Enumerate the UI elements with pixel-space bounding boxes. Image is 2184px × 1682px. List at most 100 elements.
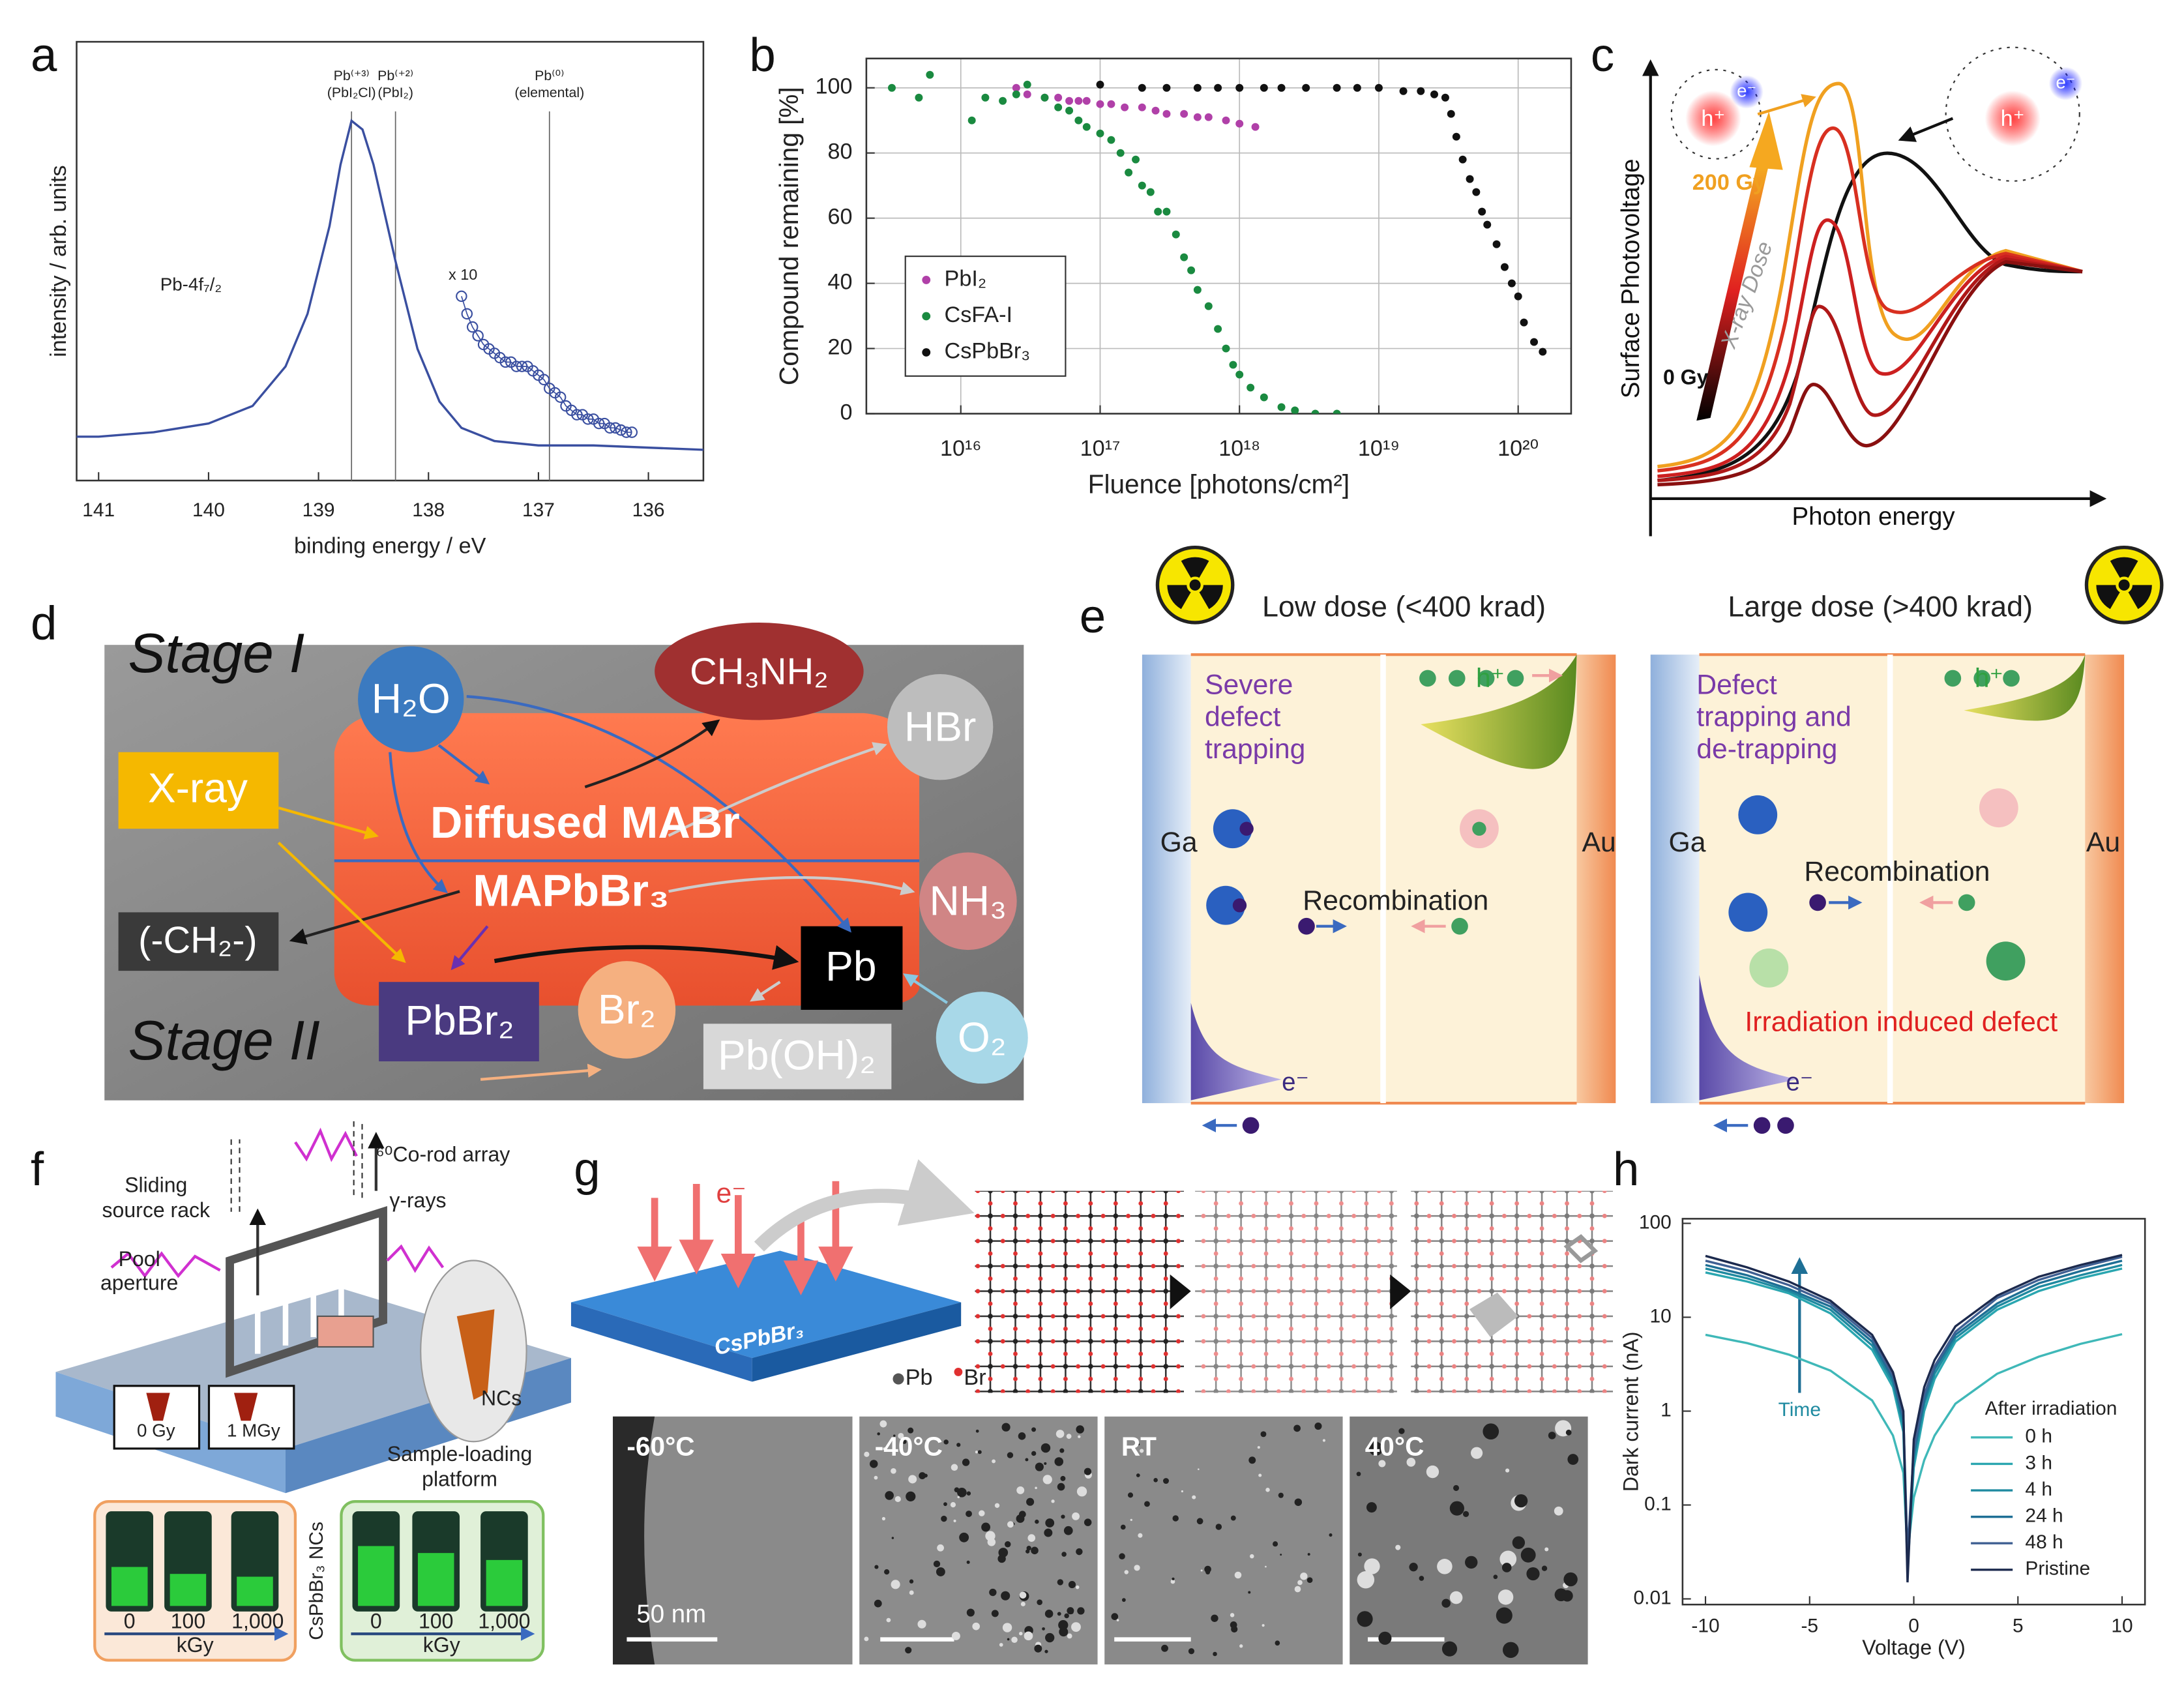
label: 60 — [828, 205, 853, 229]
data-point — [1530, 338, 1539, 346]
data-point — [1096, 129, 1104, 138]
exciton — [1945, 46, 2080, 182]
chart — [865, 57, 1572, 415]
pore — [972, 1622, 980, 1630]
label: 40°C — [1365, 1432, 1424, 1462]
legend-marker — [922, 276, 931, 284]
data-point — [1054, 103, 1063, 111]
series-line — [1705, 1254, 2123, 1583]
pore — [1275, 1640, 1280, 1646]
data-point — [1466, 175, 1474, 183]
label: h⁺ — [2001, 106, 2025, 131]
pore — [1462, 1511, 1469, 1518]
label: g — [574, 1143, 600, 1196]
pore — [1419, 1576, 1424, 1581]
label: ⁶⁰Co-rod array — [376, 1143, 510, 1166]
pore — [1084, 1518, 1092, 1526]
data-point — [1180, 110, 1188, 118]
data-point — [1012, 83, 1020, 92]
bubble — [578, 961, 676, 1059]
plot-frame — [1681, 1218, 2146, 1606]
pore — [1192, 1495, 1196, 1499]
series-line — [76, 119, 703, 451]
label: 1,000 — [231, 1609, 284, 1632]
pore — [937, 1544, 944, 1552]
pore — [979, 1510, 985, 1516]
panel-e-art — [1142, 548, 2162, 1134]
label: source rack — [102, 1198, 211, 1222]
pore — [902, 1439, 907, 1444]
pore — [1204, 1565, 1211, 1573]
label: e⁻ — [1786, 1068, 1813, 1096]
pore — [1250, 1554, 1254, 1559]
label: trapping — [1205, 733, 1305, 765]
data-point — [1096, 80, 1104, 89]
label: 0.01 — [1634, 1587, 1672, 1608]
pore — [1465, 1556, 1478, 1569]
pore — [1035, 1462, 1044, 1471]
label: 100 — [171, 1609, 205, 1632]
data-point — [926, 70, 934, 79]
pore — [1395, 1544, 1401, 1550]
pore — [950, 1502, 956, 1508]
pore — [1364, 1558, 1380, 1574]
pore — [906, 1491, 916, 1501]
pore — [957, 1496, 960, 1499]
data-point — [915, 93, 923, 102]
label: (-CH₂-) — [138, 920, 258, 962]
label: Ga — [1160, 827, 1198, 858]
pore — [883, 1447, 886, 1451]
label: NH₃ — [930, 878, 1007, 924]
data-point — [456, 290, 467, 302]
label: Pb — [906, 1365, 933, 1390]
pore — [1019, 1591, 1027, 1599]
pore — [1541, 1565, 1548, 1571]
pore — [1035, 1519, 1039, 1524]
label: 139 — [303, 499, 335, 521]
pore — [933, 1560, 941, 1568]
pore — [1001, 1423, 1011, 1432]
pore — [879, 1420, 887, 1428]
legend-marker — [922, 348, 931, 357]
pore — [953, 1519, 956, 1523]
label: 0 — [1908, 1615, 1919, 1636]
pore — [1170, 1579, 1175, 1584]
data-point — [593, 417, 605, 430]
bubble — [655, 623, 864, 720]
label: Low dose (<400 krad) — [1262, 589, 1546, 623]
label: Ga — [1668, 827, 1705, 858]
label: c — [1591, 29, 1614, 81]
label: O₂ — [958, 1014, 1007, 1061]
pore — [1258, 1473, 1262, 1477]
label: RT — [1121, 1432, 1157, 1462]
data-point — [1478, 207, 1486, 216]
pore — [1262, 1624, 1265, 1627]
pore — [1127, 1492, 1134, 1498]
pore — [1067, 1633, 1072, 1639]
label: Pb — [825, 943, 876, 990]
pore — [1230, 1613, 1235, 1617]
pore — [1370, 1441, 1381, 1451]
pore — [1061, 1552, 1067, 1557]
data-point — [1514, 292, 1522, 301]
label: Pb⁽⁰⁾ — [535, 68, 564, 83]
pore — [1016, 1486, 1025, 1494]
data-point — [1235, 83, 1244, 92]
data-point — [1074, 96, 1083, 105]
data-point — [510, 361, 522, 372]
pore — [1042, 1475, 1052, 1484]
data-point — [1235, 370, 1244, 379]
pore — [1498, 1589, 1514, 1605]
data-point — [1452, 132, 1460, 141]
data-point — [1374, 83, 1383, 92]
box — [801, 926, 903, 1010]
label: (PbI₂) — [377, 85, 413, 100]
data-point — [1441, 93, 1449, 102]
pore — [1496, 1607, 1513, 1624]
pore — [992, 1459, 996, 1464]
label: 100 — [419, 1609, 453, 1632]
pore — [1007, 1638, 1010, 1641]
pore — [1138, 1533, 1143, 1538]
pore — [874, 1599, 882, 1608]
